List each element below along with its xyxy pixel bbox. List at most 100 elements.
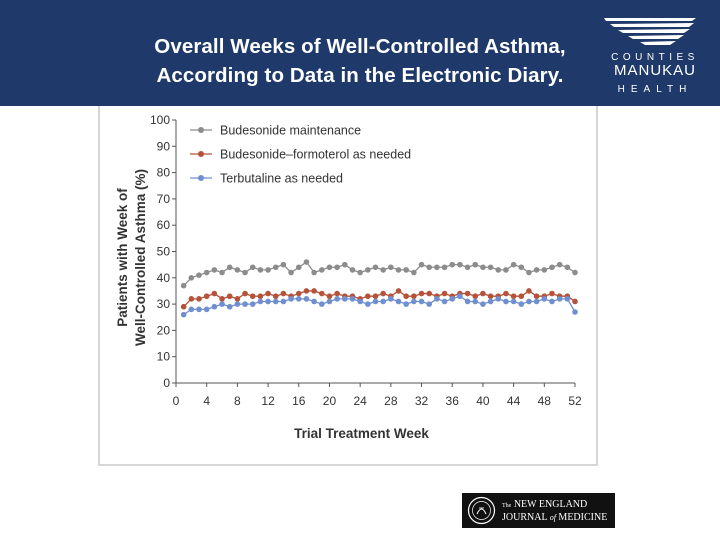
data-point bbox=[288, 296, 294, 302]
data-point bbox=[295, 264, 302, 271]
data-point bbox=[295, 296, 302, 302]
series-line bbox=[183, 290, 576, 308]
data-point bbox=[188, 306, 195, 313]
data-point bbox=[365, 301, 371, 307]
data-point bbox=[196, 296, 202, 302]
nejm-seal-icon bbox=[467, 496, 496, 525]
series-line bbox=[183, 261, 576, 287]
x-tick-label: 16 bbox=[292, 394, 306, 408]
data-point bbox=[365, 267, 371, 273]
data-point bbox=[441, 298, 448, 305]
data-point bbox=[188, 296, 195, 302]
data-point bbox=[380, 298, 386, 305]
y-tick-label: 40 bbox=[157, 271, 171, 285]
data-point bbox=[280, 261, 287, 268]
y-tick-label: 10 bbox=[157, 350, 171, 364]
data-point bbox=[395, 288, 402, 294]
data-point bbox=[349, 267, 356, 273]
data-point bbox=[272, 298, 279, 305]
data-point bbox=[434, 264, 440, 271]
legend-label: Budesonide–formoterol as needed bbox=[220, 148, 411, 162]
data-point bbox=[349, 296, 356, 302]
data-point bbox=[518, 301, 525, 307]
data-point bbox=[556, 296, 563, 302]
data-point bbox=[503, 298, 509, 305]
data-point bbox=[280, 290, 287, 297]
data-point bbox=[549, 264, 555, 271]
data-point bbox=[533, 298, 540, 305]
data-point bbox=[487, 264, 494, 271]
data-point bbox=[556, 261, 563, 268]
data-point bbox=[472, 261, 479, 268]
data-point bbox=[426, 264, 433, 271]
data-point bbox=[564, 264, 571, 271]
data-point bbox=[464, 290, 471, 297]
data-point bbox=[211, 290, 218, 297]
logo-line-health: HEALTH bbox=[617, 84, 693, 95]
data-point bbox=[334, 296, 340, 302]
x-tick-label: 44 bbox=[507, 394, 521, 408]
legend-label: Terbutaline as needed bbox=[220, 172, 343, 186]
data-point bbox=[510, 261, 517, 268]
data-point bbox=[564, 296, 571, 302]
data-point bbox=[480, 264, 486, 271]
data-point bbox=[503, 290, 509, 297]
nejm-medicine: MEDICINE bbox=[558, 512, 608, 523]
y-axis-label-line1: Patients with Week of bbox=[115, 188, 130, 327]
logo-line-manukau: MANUKAU bbox=[613, 62, 696, 79]
data-point bbox=[226, 303, 233, 310]
data-point bbox=[549, 290, 555, 297]
data-point bbox=[380, 290, 386, 297]
data-point bbox=[219, 296, 225, 302]
data-point bbox=[234, 301, 241, 307]
data-point bbox=[457, 261, 463, 268]
data-point bbox=[257, 298, 264, 305]
data-point bbox=[272, 264, 279, 271]
data-point bbox=[257, 267, 264, 273]
data-point bbox=[395, 298, 402, 305]
counties-manukau-logo: COUNTIES MANUKAU HEALTH bbox=[596, 14, 714, 104]
data-point bbox=[242, 269, 248, 276]
y-tick-label: 80 bbox=[157, 166, 171, 180]
data-point bbox=[334, 290, 340, 297]
nejm-journal: JOURNAL bbox=[502, 512, 548, 523]
data-point bbox=[311, 288, 317, 294]
data-point bbox=[480, 301, 486, 307]
data-point bbox=[411, 298, 417, 305]
data-point bbox=[487, 298, 494, 305]
data-point bbox=[180, 303, 187, 310]
data-point bbox=[380, 267, 386, 273]
data-point bbox=[388, 296, 394, 302]
data-point bbox=[196, 272, 202, 278]
data-point bbox=[226, 293, 233, 300]
data-point bbox=[249, 301, 256, 307]
x-tick-label: 4 bbox=[203, 394, 210, 408]
data-point bbox=[372, 293, 379, 300]
wave-wing-icon bbox=[604, 18, 696, 45]
y-tick-label: 70 bbox=[157, 192, 171, 206]
data-point bbox=[188, 275, 195, 281]
data-point bbox=[411, 269, 417, 276]
x-tick-label: 36 bbox=[446, 394, 460, 408]
x-axis-label: Trial Treatment Week bbox=[294, 426, 429, 441]
x-tick-label: 12 bbox=[261, 394, 275, 408]
nejm-the: The bbox=[502, 503, 512, 509]
data-point bbox=[518, 264, 525, 271]
nejm-of: of bbox=[549, 513, 556, 522]
data-point bbox=[395, 267, 402, 273]
data-point bbox=[326, 298, 333, 305]
data-point bbox=[464, 298, 471, 305]
data-point bbox=[418, 298, 425, 305]
data-point bbox=[295, 290, 302, 297]
data-point bbox=[403, 293, 409, 300]
data-point bbox=[457, 293, 463, 300]
data-point bbox=[495, 296, 502, 302]
data-point bbox=[211, 303, 218, 310]
data-point bbox=[318, 267, 325, 273]
data-point bbox=[487, 293, 494, 300]
data-point bbox=[180, 282, 187, 289]
data-point bbox=[242, 301, 248, 307]
legend-marker bbox=[198, 151, 204, 157]
data-point bbox=[549, 298, 555, 305]
data-point bbox=[403, 301, 409, 307]
